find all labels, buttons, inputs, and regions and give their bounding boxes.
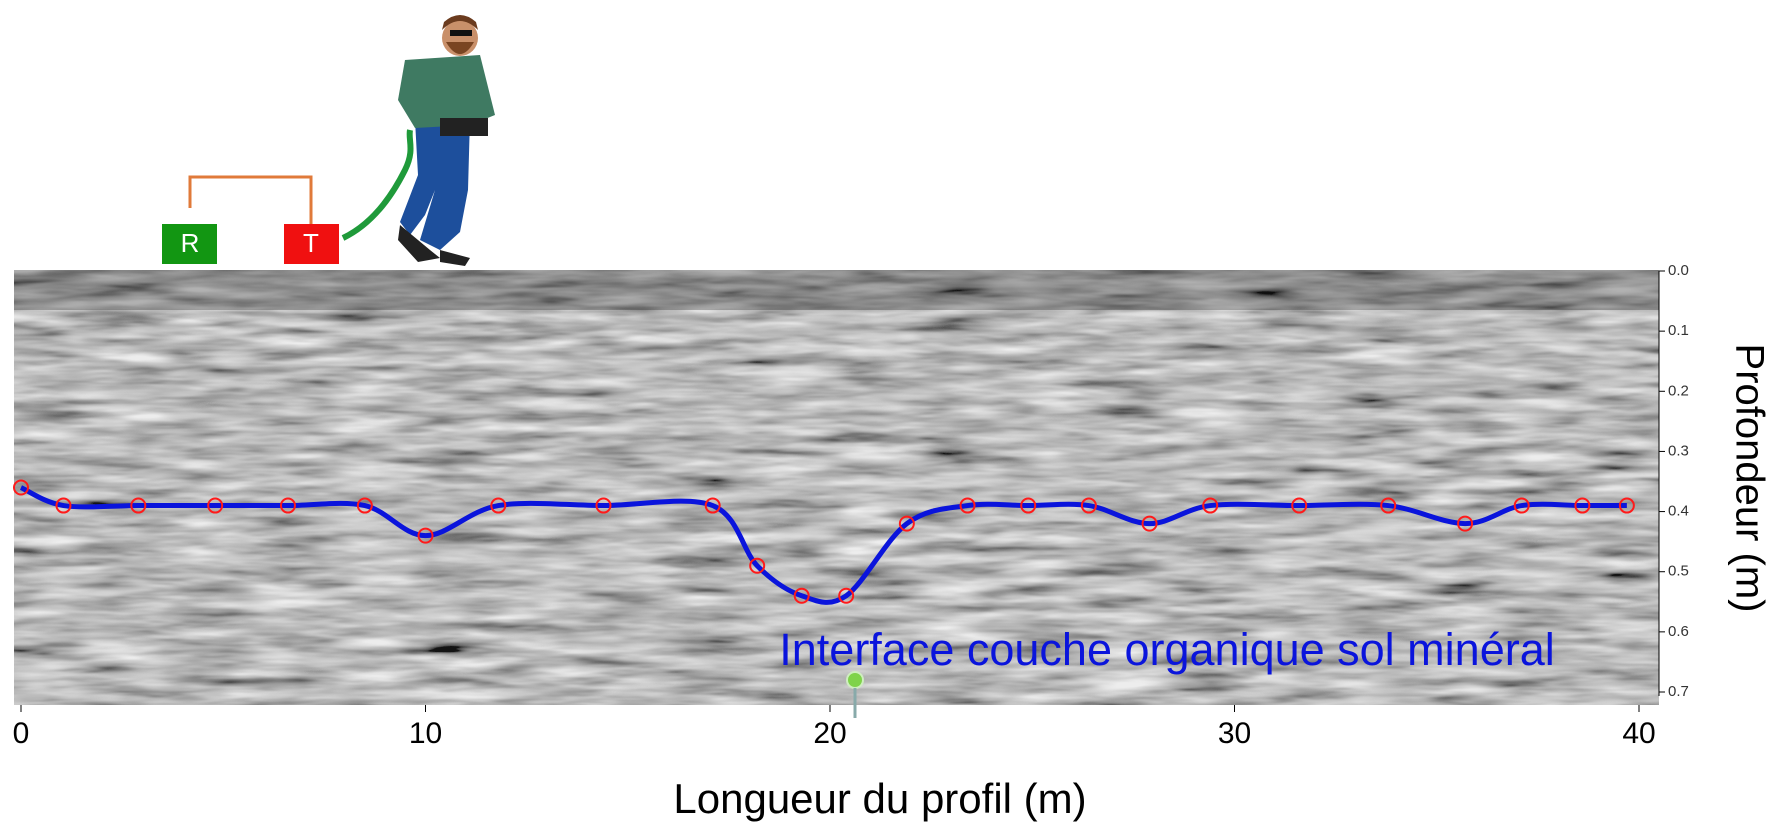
radargram-surface (14, 270, 1659, 310)
x-axis-label: Longueur du profil (m) (673, 775, 1086, 822)
y-tick-label: 0.3 (1668, 442, 1689, 459)
y-tick-label: 0.5 (1668, 563, 1689, 580)
receiver-label: R (181, 228, 200, 258)
y-tick-label: 0.6 (1668, 623, 1689, 640)
annotation: Interface couche organique sol minéral (779, 624, 1554, 675)
chart: R T Interface couche organique sol minér… (0, 0, 1784, 827)
y-tick-label: 0.1 (1668, 322, 1689, 339)
x-tick-label: 0 (13, 717, 30, 750)
y-axis-label: Profondeur (m) (1727, 344, 1771, 613)
y-tick-label: 0.0 (1668, 262, 1689, 279)
x-tick-label: 30 (1218, 717, 1251, 750)
transmitter-label: T (303, 228, 319, 258)
marker-dot (847, 672, 863, 688)
y-tick-label: 0.4 (1668, 503, 1689, 520)
x-tick-label: 10 (409, 717, 442, 750)
y-tick-label: 0.7 (1668, 683, 1689, 700)
operator-figure (343, 15, 495, 266)
y-tick-label: 0.2 (1668, 382, 1689, 399)
antenna-bracket (190, 177, 311, 224)
x-tick-label: 40 (1622, 717, 1655, 750)
x-tick-label: 20 (813, 717, 846, 750)
